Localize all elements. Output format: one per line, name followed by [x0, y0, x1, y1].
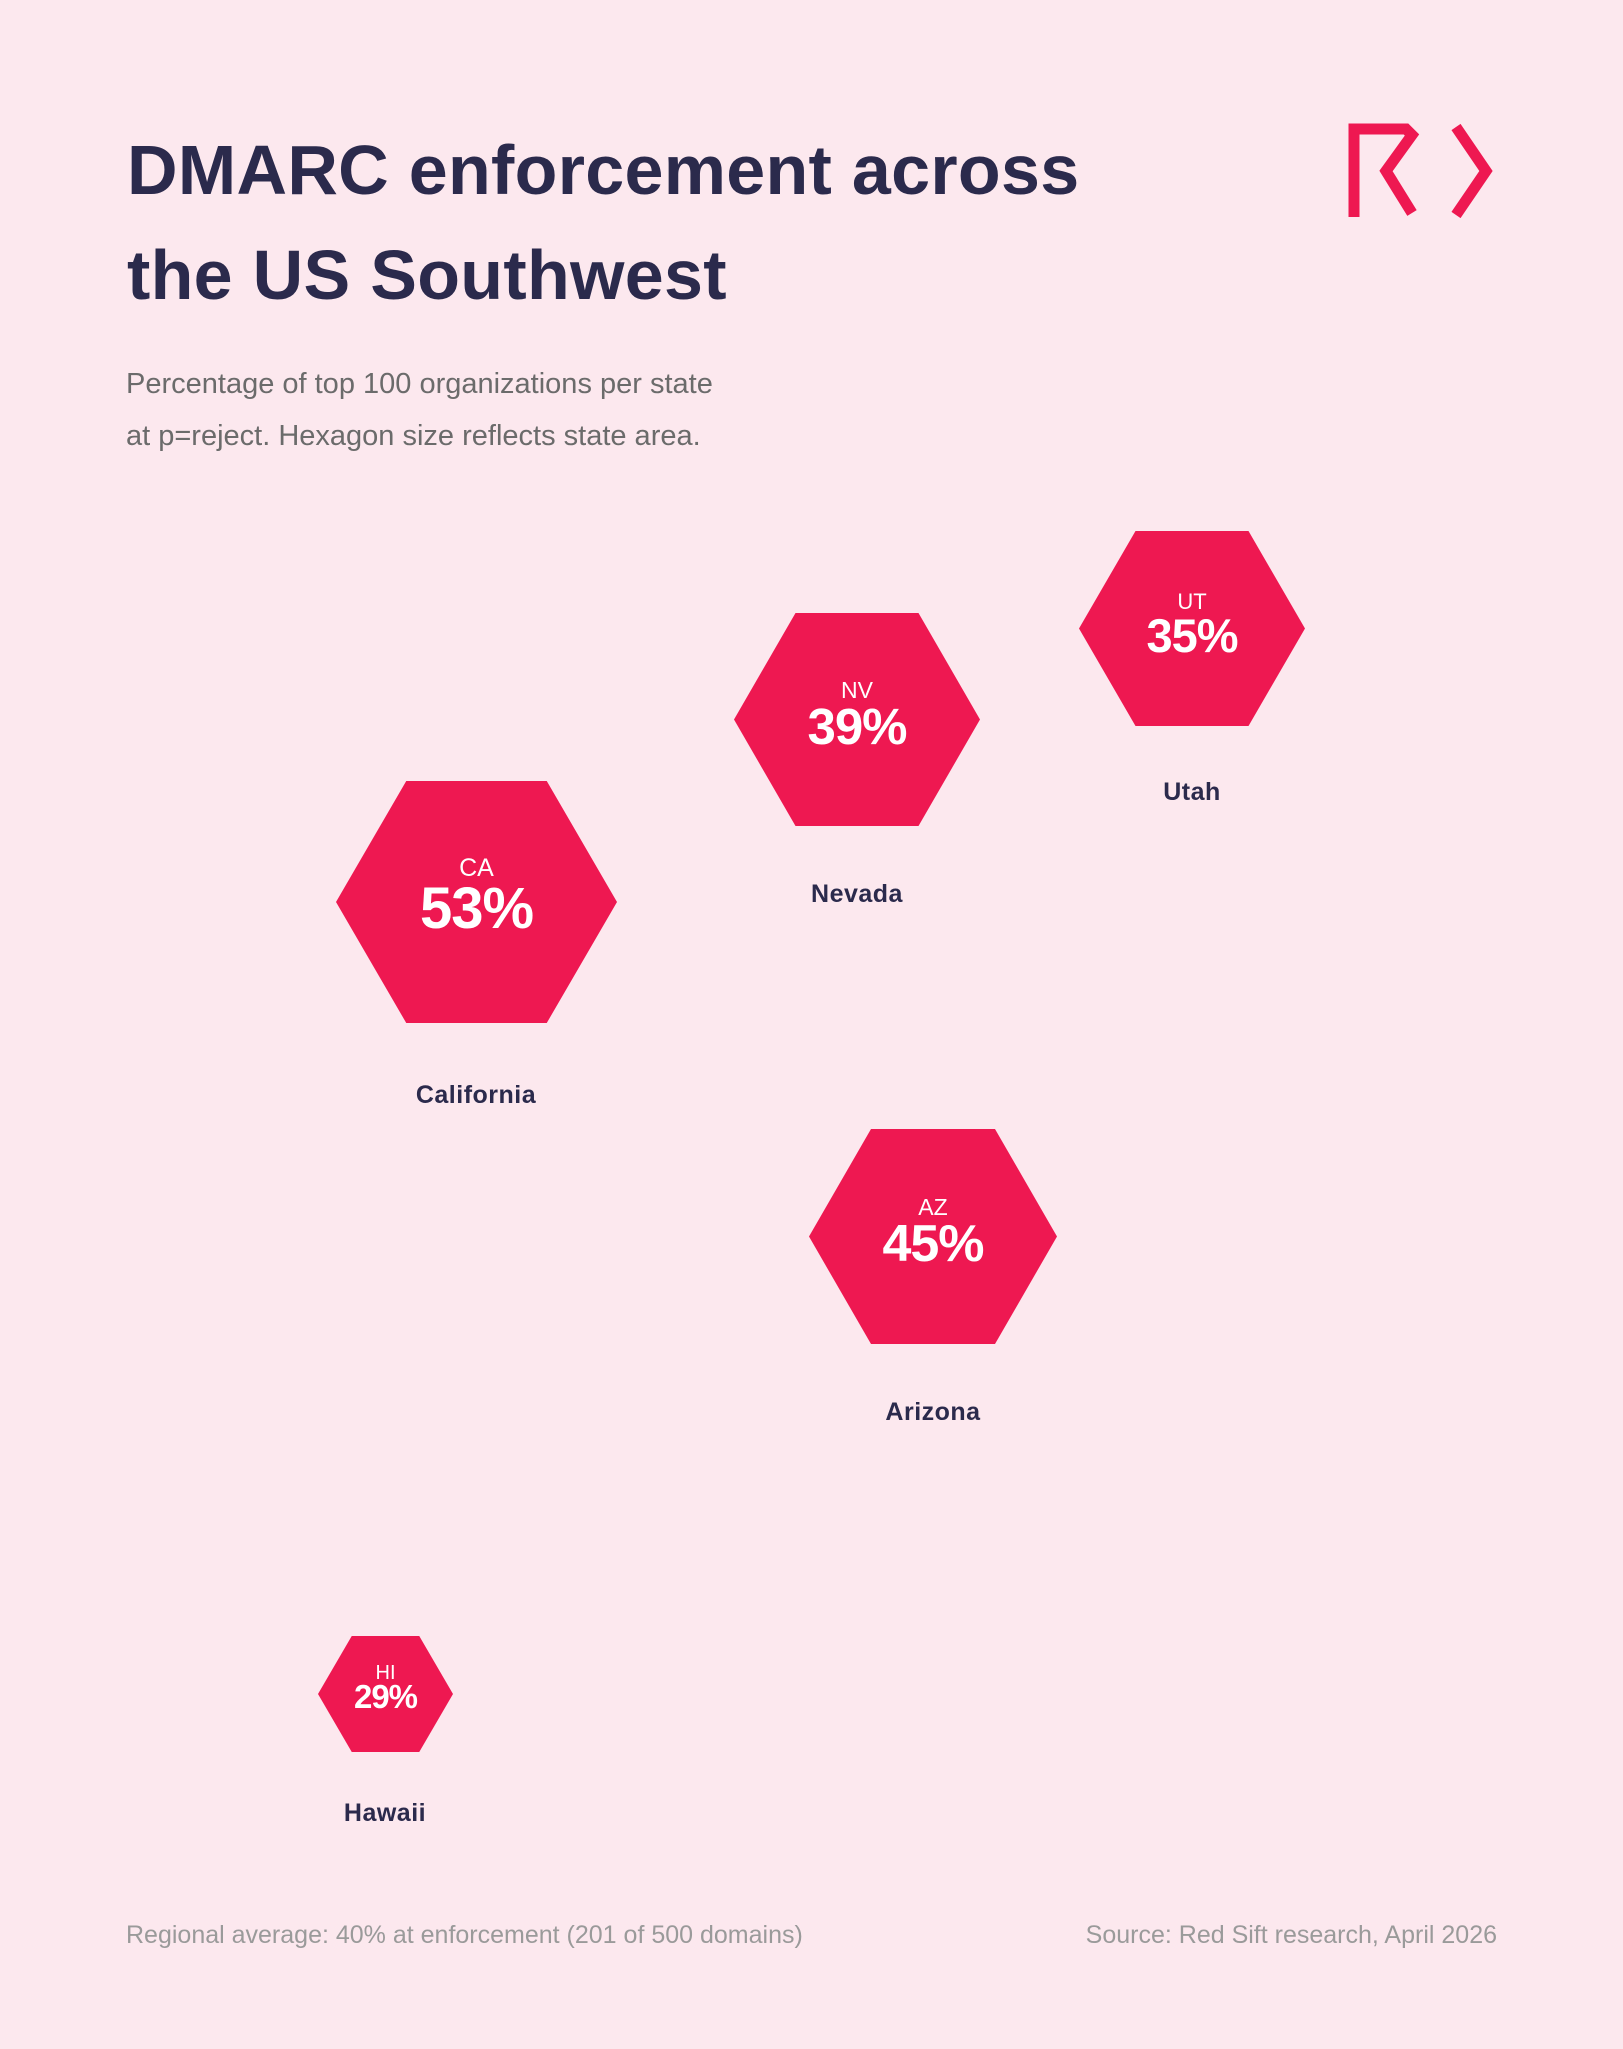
hexagon-hawaii: HI 29% — [318, 1636, 453, 1752]
state-abbr: AZ — [918, 1193, 948, 1220]
state-abbr: CA — [459, 854, 494, 882]
state-abbr: UT — [1177, 588, 1207, 614]
source-note: Source: Red Sift research, April 2026 — [1085, 1921, 1497, 1949]
hexagon-content: CA 53% — [336, 854, 617, 941]
state-label-california: California — [415, 1081, 537, 1109]
hexagon-content: HI 29% — [318, 1662, 453, 1715]
hexagon-arizona: AZ 45% — [809, 1129, 1057, 1344]
state-percentage: 45% — [882, 1214, 984, 1273]
state-label-utah: Utah — [1163, 778, 1221, 806]
red-sift-logo-icon — [1348, 123, 1493, 219]
hexagon-content: NV 39% — [734, 678, 980, 752]
state-percentage: 53% — [419, 876, 534, 941]
hexagon-nevada: NV 39% — [734, 613, 980, 826]
hexagon-california: CA 53% — [336, 781, 617, 1023]
state-abbr: HI — [375, 1662, 396, 1684]
state-percentage: 39% — [807, 697, 907, 755]
state-label-arizona: Arizona — [885, 1398, 981, 1426]
state-percentage: 29% — [353, 1678, 418, 1715]
subtitle-line-2: at p=reject. Hexagon size reflects state… — [126, 420, 701, 452]
state-percentage: 35% — [1146, 608, 1238, 662]
subtitle: Percentage of top 100 organizations per … — [126, 358, 713, 462]
hexagon-content: UT 35% — [1079, 588, 1305, 662]
page-title: DMARC enforcement across the US Southwes… — [127, 118, 1277, 328]
hexagon-content: AZ 45% — [809, 1193, 1057, 1273]
state-abbr: NV — [841, 676, 873, 703]
subtitle-line-1: Percentage of top 100 organizations per … — [126, 368, 713, 400]
title-line-1: DMARC enforcement across — [127, 131, 1080, 209]
state-label-nevada: Nevada — [811, 880, 903, 908]
title-line-2: the US Southwest — [127, 236, 727, 314]
state-label-hawaii: Hawaii — [343, 1799, 427, 1827]
hexagon-utah: UT 35% — [1079, 531, 1305, 726]
regional-average-note: Regional average: 40% at enforcement (20… — [126, 1921, 803, 1949]
